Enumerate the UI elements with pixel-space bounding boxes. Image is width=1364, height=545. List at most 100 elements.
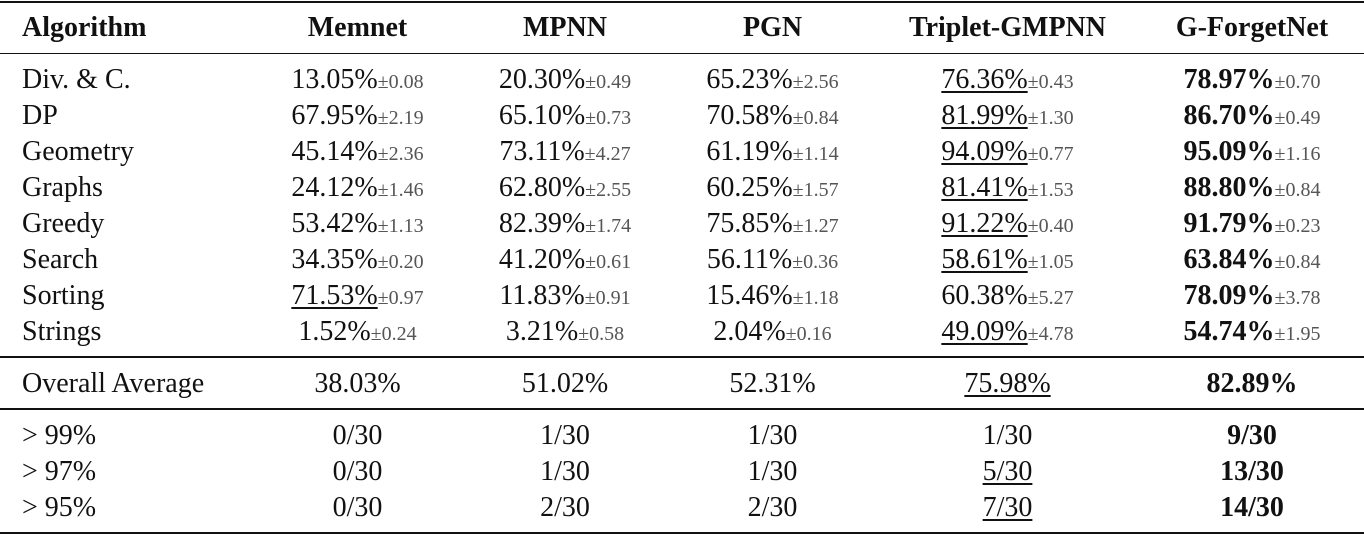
cell-value: 34.35% (291, 244, 378, 275)
cell-std: ±4.27 (584, 143, 631, 165)
table-cell: 0/30 (255, 409, 460, 454)
cell-value: 75.85% (706, 208, 793, 239)
cell-value: 0/30 (332, 492, 383, 523)
table-cell: 11.83%±0.91 (460, 278, 670, 314)
table-cell: 94.09%±0.77 (875, 134, 1140, 170)
table-section: Div. & C. 13.05%±0.08 20.30%±0.49 65.23%±2.… (0, 54, 1364, 357)
cell-std: ±2.19 (377, 107, 424, 129)
cell-value: 52.31% (729, 368, 816, 399)
table-row: Geometry 45.14%±2.36 73.11%±4.27 61.19%±1.1… (0, 134, 1364, 170)
table-cell: 7/30 (875, 490, 1140, 533)
table-cell: 81.99%±1.30 (875, 98, 1140, 134)
cell-std: ±1.46 (377, 179, 424, 201)
cell-value: 1/30 (540, 420, 590, 451)
column-header: Memnet (307, 12, 408, 43)
table-cell: 34.35%±0.20 (255, 242, 460, 278)
table-cell: 9/30 (1140, 409, 1364, 454)
table-cell: 67.95%±2.19 (255, 98, 460, 134)
cell-value: 70.58% (706, 100, 793, 131)
cell-value: 95.09% (1183, 136, 1275, 167)
table-cell: 62.80%±2.55 (460, 170, 670, 206)
table-cell: 3.21%±0.58 (460, 314, 670, 357)
table-cell: 63.84%±0.84 (1140, 242, 1364, 278)
cell-value: 1/30 (540, 456, 590, 487)
cell-value: 63.84% (1183, 244, 1275, 275)
cell-std: ±0.61 (585, 251, 632, 273)
table-cell: 86.70%±0.49 (1140, 98, 1364, 134)
table-row: > 97% 0/30 1/30 1/30 5/30 13/30 (0, 454, 1364, 490)
row-label: Overall Average (22, 368, 205, 399)
table-cell: 1/30 (460, 454, 670, 490)
table-cell: 75.98% (875, 357, 1140, 409)
row-label: > 99% (22, 420, 97, 451)
table-cell: 24.12%±1.46 (255, 170, 460, 206)
cell-value: 0/30 (332, 420, 383, 451)
table-cell: 1/30 (460, 409, 670, 454)
row-label: > 97% (22, 456, 97, 487)
table-cell: 45.14%±2.36 (255, 134, 460, 170)
cell-std: ±0.97 (377, 287, 424, 309)
cell-value: 2/30 (540, 492, 590, 523)
table-row: Overall Average 38.03% 51.02% 52.31% 75.98% 8… (0, 357, 1364, 409)
column-header: G-ForgetNet (1175, 12, 1329, 43)
table-cell: 51.02% (460, 357, 670, 409)
table-cell: 75.85%±1.27 (670, 206, 875, 242)
table-cell: 82.89% (1140, 357, 1364, 409)
cell-std: ±0.91 (584, 287, 631, 309)
cell-std: ±1.30 (1027, 107, 1074, 129)
cell-std: ±1.16 (1274, 143, 1321, 165)
table-row: Search 34.35%±0.20 41.20%±0.61 56.11%±0.36 5… (0, 242, 1364, 278)
row-label: Search (22, 244, 99, 275)
cell-value: 76.36% (941, 64, 1028, 95)
cell-std: ±0.84 (1274, 179, 1321, 201)
cell-std: ±0.73 (585, 107, 632, 129)
cell-value: 78.09% (1183, 280, 1275, 311)
cell-std: ±1.13 (377, 215, 424, 237)
table-cell: 65.10%±0.73 (460, 98, 670, 134)
table-row: Div. & C. 13.05%±0.08 20.30%±0.49 65.23%±2.… (0, 54, 1364, 99)
table-cell: 15.46%±1.18 (670, 278, 875, 314)
cell-std: ±4.78 (1027, 323, 1074, 345)
cell-value: 62.80% (498, 172, 586, 203)
cell-value: 53.42% (291, 208, 378, 239)
cell-value: 45.14% (291, 136, 378, 167)
table-cell: 91.79%±0.23 (1140, 206, 1364, 242)
table-cell: 2/30 (670, 490, 875, 533)
cell-value: 65.10% (498, 100, 586, 131)
table-cell: 1/30 (670, 409, 875, 454)
cell-value: 91.22% (941, 208, 1028, 239)
row-label: Greedy (22, 208, 105, 239)
cell-std: ±0.36 (792, 251, 839, 273)
cell-value: 81.41% (941, 172, 1028, 203)
cell-value: 65.23% (706, 64, 793, 95)
cell-std: ±0.40 (1027, 215, 1074, 237)
cell-value: 54.74% (1183, 316, 1275, 347)
table-cell: 58.61%±1.05 (875, 242, 1140, 278)
cell-value: 86.70% (1183, 100, 1275, 131)
cell-value: 82.89% (1206, 368, 1298, 399)
table-cell: 52.31% (670, 357, 875, 409)
column-header: MPNN (523, 12, 607, 43)
cell-std: ±1.57 (792, 179, 839, 201)
cell-value: 20.30% (498, 64, 586, 95)
cell-value: 60.25% (706, 172, 793, 203)
row-label: Graphs (22, 172, 103, 203)
cell-value: 1.52% (298, 316, 371, 347)
cell-value: 13.05% (291, 64, 378, 95)
table-row: Graphs 24.12%±1.46 62.80%±2.55 60.25%±1.57 8… (0, 170, 1364, 206)
results-table: Algorithm Memnet MPNN PGN Triplet-GMPNN G-For… (0, 1, 1364, 534)
cell-value: 88.80% (1183, 172, 1275, 203)
table-cell: 76.36%±0.43 (875, 54, 1140, 99)
table-cell: 60.25%±1.57 (670, 170, 875, 206)
cell-value: 91.79% (1183, 208, 1275, 239)
table-row: Strings 1.52%±0.24 3.21%±0.58 2.04%±0.16 49.… (0, 314, 1364, 357)
cell-std: ±0.49 (1274, 107, 1321, 129)
row-label: Geometry (22, 136, 134, 167)
row-label: Sorting (22, 280, 105, 311)
table-cell: 56.11%±0.36 (670, 242, 875, 278)
cell-std: ±1.95 (1274, 323, 1321, 345)
table-section: Overall Average 38.03% 51.02% 52.31% 75.98% 8… (0, 357, 1364, 409)
table-cell: 70.58%±0.84 (670, 98, 875, 134)
table-cell: 81.41%±1.53 (875, 170, 1140, 206)
